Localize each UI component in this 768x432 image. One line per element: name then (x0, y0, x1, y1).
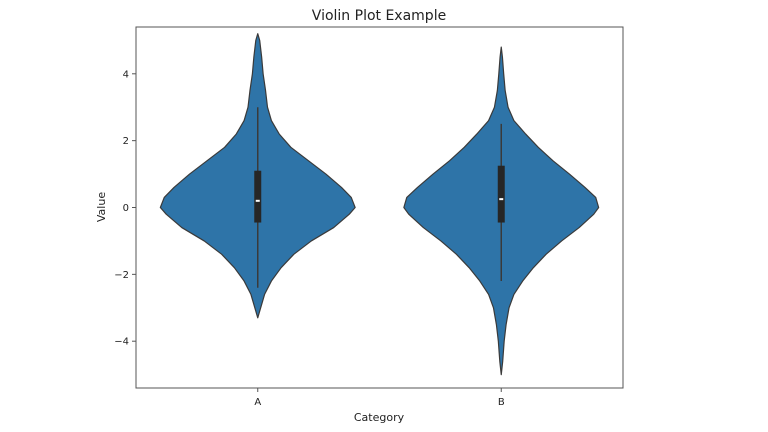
chart-title: Violin Plot Example (312, 8, 446, 24)
iqr-box-b (497, 165, 505, 223)
x-tick-label: B (498, 397, 505, 408)
y-axis: −4 −2 0 2 4 (114, 69, 136, 348)
y-axis-label: Value (95, 192, 108, 222)
y-tick-label: 4 (123, 69, 129, 80)
y-tick-label: 0 (123, 203, 129, 214)
y-tick-label: −4 (114, 337, 129, 348)
y-tick-label: 2 (123, 136, 129, 147)
plot-area (159, 33, 600, 376)
y-tick-label: −2 (114, 270, 129, 281)
iqr-box-a (254, 170, 262, 223)
x-axis-label: Category (354, 411, 405, 424)
x-tick-label: A (254, 397, 261, 408)
